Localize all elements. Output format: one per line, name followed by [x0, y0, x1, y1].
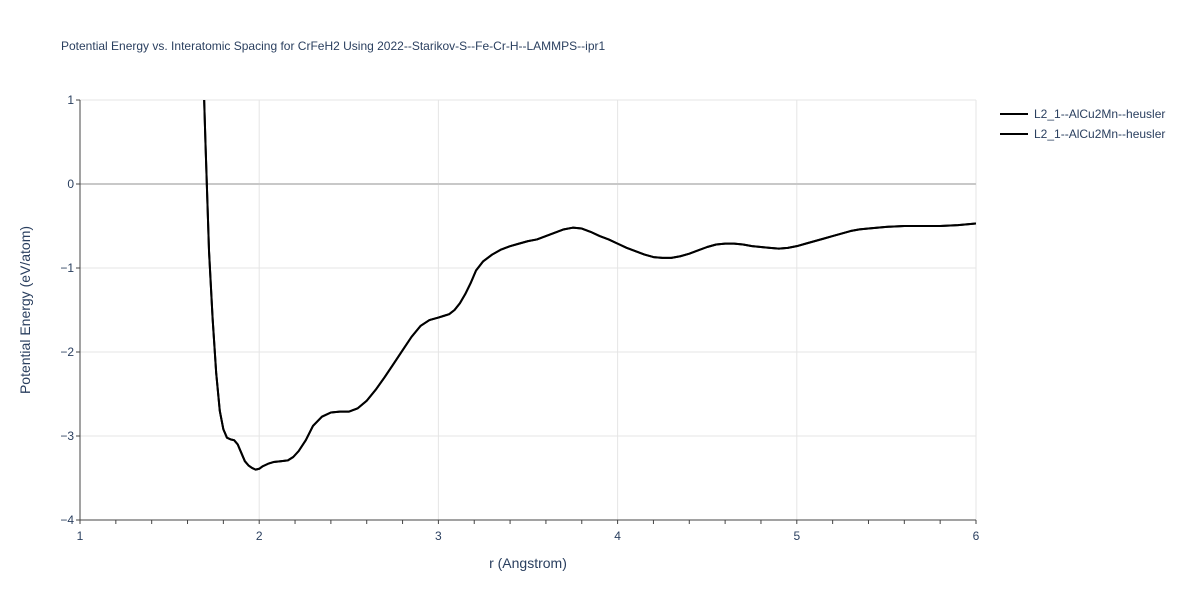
x-tick-label: 2: [256, 529, 263, 543]
tick-labels: 1 2 3 4 5 6 −4 −3 −2 −1 0 1: [60, 93, 979, 543]
y-axis-title: Potential Energy (eV/atom): [17, 226, 33, 394]
y-tick-label: 1: [67, 93, 74, 107]
axes: [76, 99, 977, 524]
legend-label: L2_1--AlCu2Mn--heusler: [1034, 127, 1165, 141]
series-line: [203, 100, 976, 471]
series-line: [203, 100, 976, 471]
y-tick-label: 0: [67, 177, 74, 191]
x-tick-label: 4: [614, 529, 621, 543]
grid-lines: [80, 99, 977, 520]
y-tick-label: −3: [60, 429, 74, 443]
legend-label: L2_1--AlCu2Mn--heusler: [1034, 107, 1165, 121]
legend[interactable]: L2_1--AlCu2Mn--heusler L2_1--AlCu2Mn--heu…: [1000, 107, 1165, 141]
x-tick-label: 1: [77, 529, 84, 543]
chart-title: Potential Energy vs. Interatomic Spacing…: [61, 39, 605, 53]
x-tick-label: 5: [793, 529, 800, 543]
legend-item[interactable]: L2_1--AlCu2Mn--heusler: [1000, 107, 1165, 121]
y-tick-label: −2: [60, 345, 74, 359]
x-tick-label: 6: [973, 529, 980, 543]
legend-item[interactable]: L2_1--AlCu2Mn--heusler: [1000, 127, 1165, 141]
y-tick-label: −4: [60, 513, 74, 527]
x-tick-label: 3: [435, 529, 442, 543]
y-tick-label: −1: [60, 261, 74, 275]
series-lines: [203, 100, 976, 471]
x-axis-title: r (Angstrom): [489, 555, 567, 571]
